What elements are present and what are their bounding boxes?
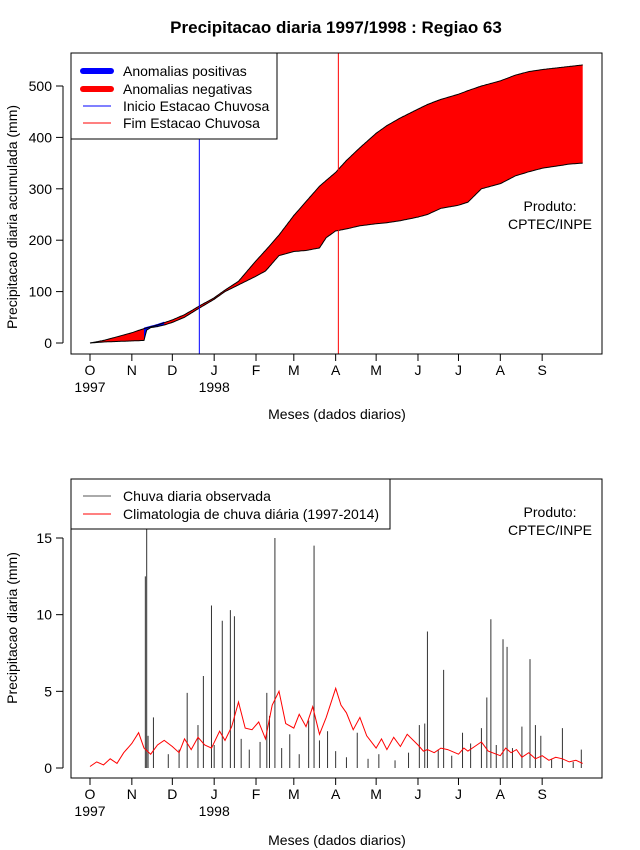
x-tick-label-j-9: J — [455, 786, 462, 802]
daily-product-label: Produto: — [524, 504, 577, 520]
y-tick-label-500: 500 — [29, 78, 53, 94]
observed-cumulative-line — [89, 162, 583, 344]
cumulative-product-source: CPTEC/INPE — [508, 216, 592, 232]
y-tick-label-400: 400 — [29, 129, 53, 145]
climatology-cumulative-line — [89, 64, 583, 344]
y-tick-label-300: 300 — [29, 181, 53, 197]
daily-panel: 0 5 10 15 O N D J F M A M J J A S 1997 1998 Meses (dados … — [4, 478, 603, 848]
y-tick-label-5: 5 — [44, 683, 52, 699]
x-tick-label-d-2: D — [167, 362, 177, 378]
x-tick-label-f-4: F — [252, 786, 261, 802]
x-year-label-1997: 1997 — [74, 803, 105, 819]
x-tick-label-a-6: A — [331, 362, 341, 378]
y-tick-label-200: 200 — [29, 232, 53, 248]
x-tick-label-n-1: N — [127, 362, 137, 378]
x-tick-label-m-7: M — [370, 362, 382, 378]
daily-axes: 0 5 10 15 O N D J F M A M J J A S 1997 1998 — [36, 530, 546, 819]
daily-product-source: CPTEC/INPE — [508, 522, 592, 538]
daily-legend: Chuva diaria observada Climatologia de c… — [70, 478, 391, 530]
observed-daily-bars — [144, 495, 582, 768]
x-tick-label-j-3: J — [211, 362, 218, 378]
cumulative-legend: Anomalias positivas Anomalias negativas … — [70, 52, 278, 140]
legend-label-climatology: Climatologia de chuva diária (1997-2014) — [123, 506, 379, 522]
daily-legend-box — [70, 478, 391, 530]
x-tick-label-o-0: O — [85, 786, 96, 802]
x-year-label-1998: 1998 — [199, 803, 230, 819]
y-tick-label-15: 15 — [36, 530, 52, 546]
x-year-label-1998: 1998 — [199, 379, 230, 395]
x-tick-label-j-9: J — [455, 362, 462, 378]
y-tick-label-0: 0 — [44, 335, 52, 351]
x-tick-label-a-10: A — [496, 786, 506, 802]
x-tick-label-d-2: D — [167, 786, 177, 802]
cumulative-product-label: Produto: — [524, 198, 577, 214]
legend-label-negative-anomalies: Anomalias negativas — [123, 81, 252, 97]
x-tick-label-m-5: M — [288, 362, 300, 378]
cumulative-panel: 0 100 200 300 400 500 O N D J F M A M J J A S 1997 1998 Mes… — [4, 52, 603, 422]
x-tick-label-m-7: M — [370, 786, 382, 802]
x-tick-label-m-5: M — [288, 786, 300, 802]
x-tick-label-a-6: A — [331, 786, 341, 802]
x-tick-label-s-11: S — [537, 362, 546, 378]
x-year-label-1997: 1997 — [74, 379, 105, 395]
figure-title: Precipitacao diaria 1997/1998 : Regiao 6… — [170, 18, 502, 37]
daily-y-axis-label: Precipitacao diaria (mm) — [4, 552, 20, 704]
legend-label-observed-rain: Chuva diaria observada — [123, 488, 271, 504]
y-tick-label-100: 100 — [29, 284, 53, 300]
x-tick-label-a-10: A — [496, 362, 506, 378]
x-tick-label-n-1: N — [127, 786, 137, 802]
legend-label-rainy-season-start: Inicio Estacao Chuvosa — [123, 98, 270, 114]
daily-plot-layer — [89, 495, 583, 768]
daily-x-axis-label: Meses (dados diarios) — [268, 832, 406, 848]
legend-label-rainy-season-end: Fim Estacao Chuvosa — [123, 115, 260, 131]
y-tick-label-0: 0 — [44, 760, 52, 776]
x-tick-label-j-8: J — [414, 786, 421, 802]
x-tick-label-o-0: O — [85, 362, 96, 378]
cumulative-legend-box — [70, 52, 278, 140]
climatology-daily-line — [89, 686, 583, 767]
x-tick-label-f-4: F — [252, 362, 261, 378]
positive-anomaly-area — [144, 321, 165, 341]
negative-anomaly-area — [90, 64, 583, 344]
cumulative-y-axis-label: Precipitacao diaria acumulada (mm) — [4, 105, 20, 329]
legend-label-positive-anomalies: Anomalias positivas — [123, 63, 247, 79]
cumulative-x-axis-label: Meses (dados diarios) — [268, 406, 406, 422]
x-tick-label-s-11: S — [537, 786, 546, 802]
x-tick-label-j-3: J — [211, 786, 218, 802]
cumulative-axes: 0 100 200 300 400 500 O N D J F M A M J J A S 1997 1998 — [29, 78, 547, 395]
x-tick-label-j-8: J — [414, 362, 421, 378]
y-tick-label-10: 10 — [36, 607, 52, 623]
